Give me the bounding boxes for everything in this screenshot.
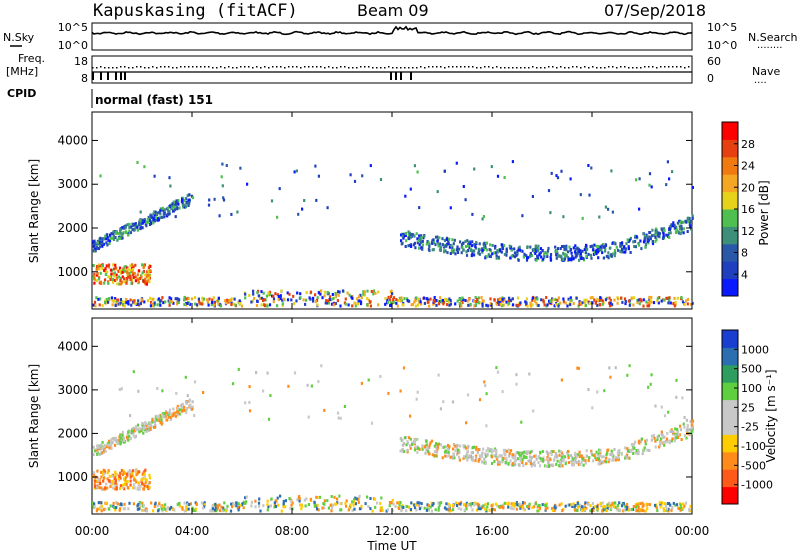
freq-panel: 18 8 60 0: [74, 55, 721, 85]
beam-title: Beam 09: [357, 1, 429, 20]
time-tick-label: 20:00: [575, 524, 610, 538]
power-colorbar-segment: [722, 156, 738, 175]
velocity-colorbar-segment: [722, 382, 738, 401]
power-colorbar-tick: 20: [741, 181, 755, 194]
svg-text:····: ····: [754, 78, 767, 89]
power-colorbar-segment: [722, 226, 738, 245]
noise-right-tick-high: 10^5: [707, 21, 737, 34]
station-title: Kapuskasing (fitACF): [93, 1, 298, 21]
power-ytick-label: 4000: [57, 133, 88, 147]
power-colorbar-segment: [722, 209, 738, 227]
velocity-colorbar-tick: 500: [741, 363, 762, 376]
power-ylabel: Slant Range [km]: [27, 159, 41, 263]
velocity-colorbar-tick: 100: [741, 382, 762, 395]
noise-left-tick-high: 10^5: [58, 21, 88, 34]
power-ytick-label: 3000: [57, 177, 88, 191]
velocity-colorbar-tick: 25: [741, 401, 755, 414]
power-colorbar-tick: 28: [741, 138, 755, 151]
power-ytick-label: 2000: [57, 221, 88, 235]
velocity-colorbar-tick: -500: [741, 459, 766, 472]
power-colorbar-tick: 8: [741, 247, 748, 260]
velocity-colorbar-segment: [722, 364, 738, 383]
velocity-colorbar-segment: [722, 451, 738, 470]
power-colorbar-segment: [722, 191, 738, 210]
power-colorbar-segment: [722, 278, 738, 297]
noise-trace-line: [91, 25, 693, 36]
velocity-colorbar-label: Velocity [m s⁻¹]: [764, 369, 778, 462]
time-xlabel: Time UT: [366, 539, 417, 553]
velocity-colorbar-segment: [722, 399, 738, 418]
power-colorbar-tick: 4: [741, 268, 748, 281]
velocity-colorbar-segment: [722, 434, 738, 453]
velocity-ytick-label: 2000: [57, 426, 88, 440]
power-colorbar-segment: [722, 122, 738, 140]
power-colorbar-segment: [722, 139, 738, 158]
velocity-ylabel: Slant Range [km]: [27, 364, 41, 468]
velocity-colorbar-tick: -1000: [741, 479, 773, 492]
velocity-colorbar-segment: [722, 417, 738, 435]
power-colorbar: 4 8 12 16 20 24 28 Power [dB]: [721, 121, 771, 297]
freq-left-tick-high: 18: [74, 55, 88, 68]
freq-unit-label: [MHz]: [6, 65, 38, 78]
velocity-panel: 1000 2000 3000 4000 Slant Range [km] 00:00 0…: [27, 317, 710, 553]
time-tick-label: 00:00: [75, 524, 110, 538]
velocity-colorbar: 1000 500 100 25 -25 -100 -500 -1000 Velocity [m…: [721, 329, 778, 505]
svg-text:········: ········: [757, 43, 782, 54]
velocity-colorbar-tick: -25: [741, 421, 759, 434]
freq-right-tick-high: 60: [707, 55, 721, 68]
velocity-colorbar-segment: [722, 347, 738, 366]
freq-left-tick-low: 8: [81, 72, 88, 85]
velocity-colorbar-tick: -100: [741, 440, 766, 453]
power-colorbar-segment: [722, 243, 738, 262]
velocity-colorbar-segment: [722, 469, 738, 488]
noise-panel: 10^5 10^0 10^5 10^0: [58, 21, 737, 52]
power-colorbar-segment: [722, 174, 738, 193]
time-tick-label: 12:00: [375, 524, 410, 538]
date-title: 07/Sep/2018: [604, 1, 706, 20]
time-tick-label: 04:00: [175, 524, 210, 538]
power-colorbar-segment: [722, 261, 738, 280]
noise-left-tick-low: 10^0: [58, 39, 88, 52]
freq-right-tick-low: 0: [707, 72, 714, 85]
power-colorbar-tick: 24: [741, 160, 755, 173]
time-tick-label: 08:00: [275, 524, 310, 538]
velocity-ytick-label: 3000: [57, 383, 88, 397]
nsearch-label: N.Search: [748, 31, 798, 44]
cpid-value: normal (fast) 151: [95, 93, 213, 107]
power-colorbar-tick: 12: [741, 225, 755, 238]
nsky-label: N.Sky: [3, 31, 35, 44]
freq-label: Freq.: [18, 52, 45, 65]
velocity-colorbar-tick: 1000: [741, 343, 769, 356]
time-tick-label: 00:00: [675, 524, 710, 538]
velocity-ytick-label: 4000: [57, 339, 88, 353]
velocity-colorbar-segment: [722, 330, 738, 348]
velocity-colorbar-segment: [722, 486, 738, 505]
power-panel: 1000 2000 3000 4000 Slant Range [km]: [27, 111, 694, 310]
power-colorbar-tick: 16: [741, 203, 755, 216]
power-colorbar-label: Power [dB]: [757, 180, 771, 245]
noise-right-tick-low: 10^0: [707, 39, 737, 52]
time-tick-label: 16:00: [475, 524, 510, 538]
nave-label: Nave: [752, 65, 780, 78]
velocity-ytick-label: 1000: [57, 470, 88, 484]
cpid-label: CPID: [7, 87, 36, 100]
cpid-panel: normal (fast) 151: [91, 89, 213, 108]
power-ytick-label: 1000: [57, 265, 88, 279]
